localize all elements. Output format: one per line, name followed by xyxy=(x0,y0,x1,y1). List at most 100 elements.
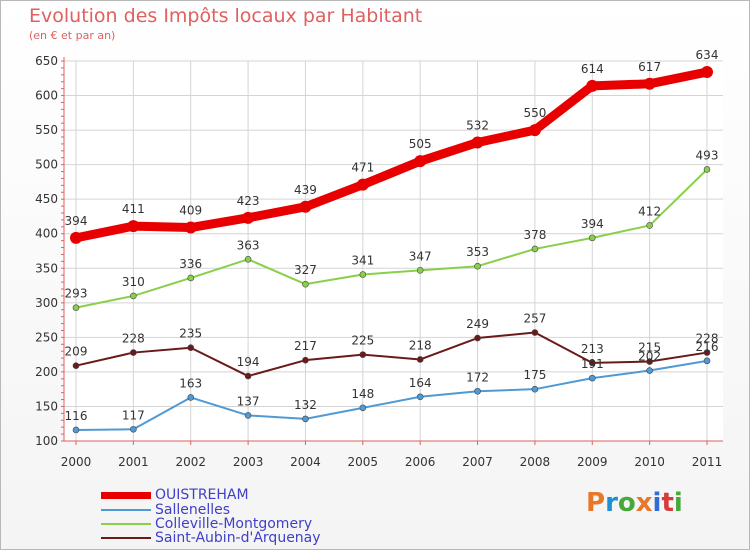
data-point xyxy=(187,344,195,352)
y-tick-label: 500 xyxy=(35,158,58,172)
data-label: 505 xyxy=(409,137,432,151)
y-tick-label: 250 xyxy=(35,330,58,344)
data-label: 412 xyxy=(638,204,661,218)
data-point xyxy=(474,334,481,342)
legend-item-ouistreham: OUISTREHAM xyxy=(101,487,249,503)
data-point xyxy=(244,372,252,380)
x-tick-label: 2001 xyxy=(118,455,149,469)
data-label: 164 xyxy=(409,376,432,390)
x-tick-label: 2011 xyxy=(692,455,723,469)
data-point xyxy=(643,77,656,90)
y-tick-label: 600 xyxy=(35,89,58,103)
y-tick-label: 550 xyxy=(35,123,58,137)
data-point xyxy=(359,351,367,358)
data-point xyxy=(588,374,596,382)
data-label: 347 xyxy=(409,249,432,263)
x-tick-label: 2002 xyxy=(175,455,206,469)
data-label: 175 xyxy=(523,368,546,382)
data-label: 634 xyxy=(696,48,719,62)
y-tick-label: 450 xyxy=(35,192,58,206)
data-label: 423 xyxy=(237,194,260,208)
data-point xyxy=(703,166,711,173)
x-tick-label: 2003 xyxy=(233,455,264,469)
data-point xyxy=(302,415,309,423)
data-label: 378 xyxy=(523,228,546,242)
data-point xyxy=(299,200,312,213)
data-label: 550 xyxy=(523,106,546,120)
x-tick-label: 2000 xyxy=(61,455,92,469)
x-tick-label: 2008 xyxy=(520,455,551,469)
series-line xyxy=(75,168,708,309)
legend-swatch xyxy=(101,509,151,511)
legend-label: OUISTREHAM xyxy=(155,487,249,503)
data-label: 439 xyxy=(294,183,317,197)
data-label: 213 xyxy=(581,342,604,356)
data-label: 532 xyxy=(466,119,489,133)
data-label: 172 xyxy=(466,370,489,384)
series-line xyxy=(75,331,708,378)
data-label: 194 xyxy=(237,355,260,369)
legend-item-saint-aubin: Saint-Aubin-d'Arquenay xyxy=(101,530,321,546)
data-point xyxy=(588,234,596,242)
data-label: 409 xyxy=(179,204,202,218)
proxiti-logo: Proxiti xyxy=(586,488,683,518)
data-label: 132 xyxy=(294,398,317,412)
legend-label: Colleville-Montgomery xyxy=(155,516,313,532)
data-label: 249 xyxy=(466,317,489,331)
data-label: 117 xyxy=(122,408,145,422)
data-point xyxy=(302,356,309,364)
series-line xyxy=(71,67,712,243)
x-tick-label: 2006 xyxy=(405,455,436,469)
data-point xyxy=(242,211,255,224)
logo-letter: o xyxy=(617,488,636,518)
chart-subtitle: (en € et par an) xyxy=(29,29,116,42)
x-tick-label: 2007 xyxy=(462,455,493,469)
data-label: 116 xyxy=(65,409,88,423)
data-point xyxy=(646,222,653,229)
data-label: 225 xyxy=(351,334,374,348)
y-tick-label: 300 xyxy=(35,296,58,310)
data-point xyxy=(414,155,427,168)
legend-label: Sallenelles xyxy=(155,502,231,518)
y-tick-label: 350 xyxy=(35,261,58,275)
data-label: 257 xyxy=(523,312,546,326)
data-point xyxy=(703,349,711,356)
data-point xyxy=(531,245,539,253)
data-point xyxy=(72,304,80,311)
data-label: 336 xyxy=(179,257,202,271)
x-tick-label: 2005 xyxy=(348,455,379,469)
data-label: 411 xyxy=(122,202,145,216)
data-label: 228 xyxy=(122,332,145,346)
data-point xyxy=(72,362,80,369)
data-point xyxy=(588,359,596,367)
logo-letter: i xyxy=(652,488,662,518)
series-line xyxy=(75,359,708,431)
data-label: 218 xyxy=(409,338,432,352)
x-tick-label: 2009 xyxy=(577,455,608,469)
data-point xyxy=(184,221,197,234)
data-label: 614 xyxy=(581,62,604,76)
data-label: 228 xyxy=(696,332,719,346)
data-label: 341 xyxy=(351,253,374,267)
data-point xyxy=(130,292,137,300)
data-label: 353 xyxy=(466,245,489,259)
logo-letter: x xyxy=(635,488,653,518)
x-tick-label: 2004 xyxy=(290,455,321,469)
data-point xyxy=(416,393,424,401)
data-point xyxy=(531,385,539,393)
legend-swatch xyxy=(101,491,151,499)
data-label: 235 xyxy=(179,327,202,341)
data-label: 363 xyxy=(237,238,260,252)
data-point xyxy=(187,394,195,401)
logo-letter: t xyxy=(661,488,674,518)
data-label: 471 xyxy=(351,161,374,175)
legend-item-colleville: Colleville-Montgomery xyxy=(101,516,312,532)
data-point xyxy=(359,271,367,278)
data-label: 617 xyxy=(638,60,661,74)
data-label: 327 xyxy=(294,263,317,277)
data-label: 293 xyxy=(65,287,88,301)
data-point xyxy=(356,178,369,191)
data-label: 217 xyxy=(294,339,317,353)
